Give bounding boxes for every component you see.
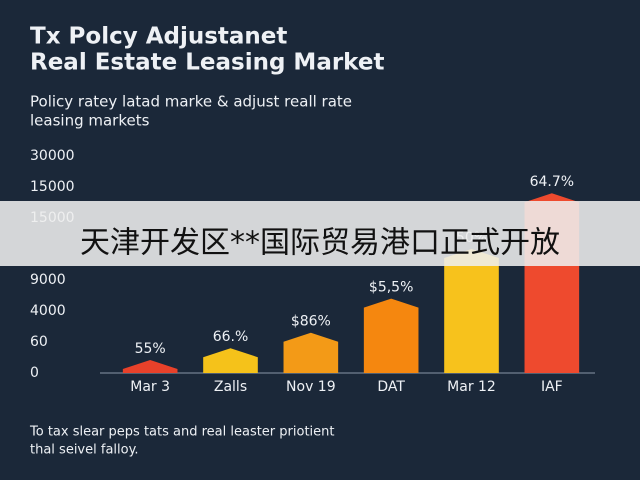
x-tick-label: Nov 19 [286,379,336,395]
x-tick-label: Zalls [214,379,247,395]
footnote: To tax slear peps tats and real leaster … [29,425,335,440]
chart-title: Real Estate Leasing Market [30,50,384,76]
bar-label: 64.7% [530,174,574,190]
x-tick-label: DAT [377,379,405,395]
banner-background [0,201,640,266]
bar [203,348,258,373]
bar [444,249,499,373]
x-tick-label: IAF [541,379,563,395]
y-tick-label: 60 [30,334,48,350]
bar-label: 55% [135,341,166,357]
y-tick-label: 0 [30,365,39,381]
bar [122,359,178,373]
chart-title: Tx Polcy Adjustanet [30,24,287,50]
bar [363,298,419,373]
banner-text: 天津开发区**国际贸易港口正式开放 [80,226,560,261]
y-tick-label: 30000 [30,148,75,164]
y-tick-label: 4000 [30,303,66,319]
chart-subtitle: leasing markets [30,112,150,130]
y-tick-label: 9000 [30,272,66,288]
chart-subtitle: Policy ratey latad marke & adjust reall … [30,93,352,111]
x-tick-label: Mar 12 [447,379,496,395]
overlay: 天津开发区**国际贸易港口正式开放 [0,201,640,266]
bar-label: $86% [291,314,331,330]
bar-label: 66.% [213,329,249,345]
x-tick-label: Mar 3 [130,379,170,395]
bar [283,332,339,373]
y-tick-label: 15000 [30,179,75,195]
bar-label: $5,5% [369,280,413,296]
footnote: thal seivel falloy. [30,443,139,458]
